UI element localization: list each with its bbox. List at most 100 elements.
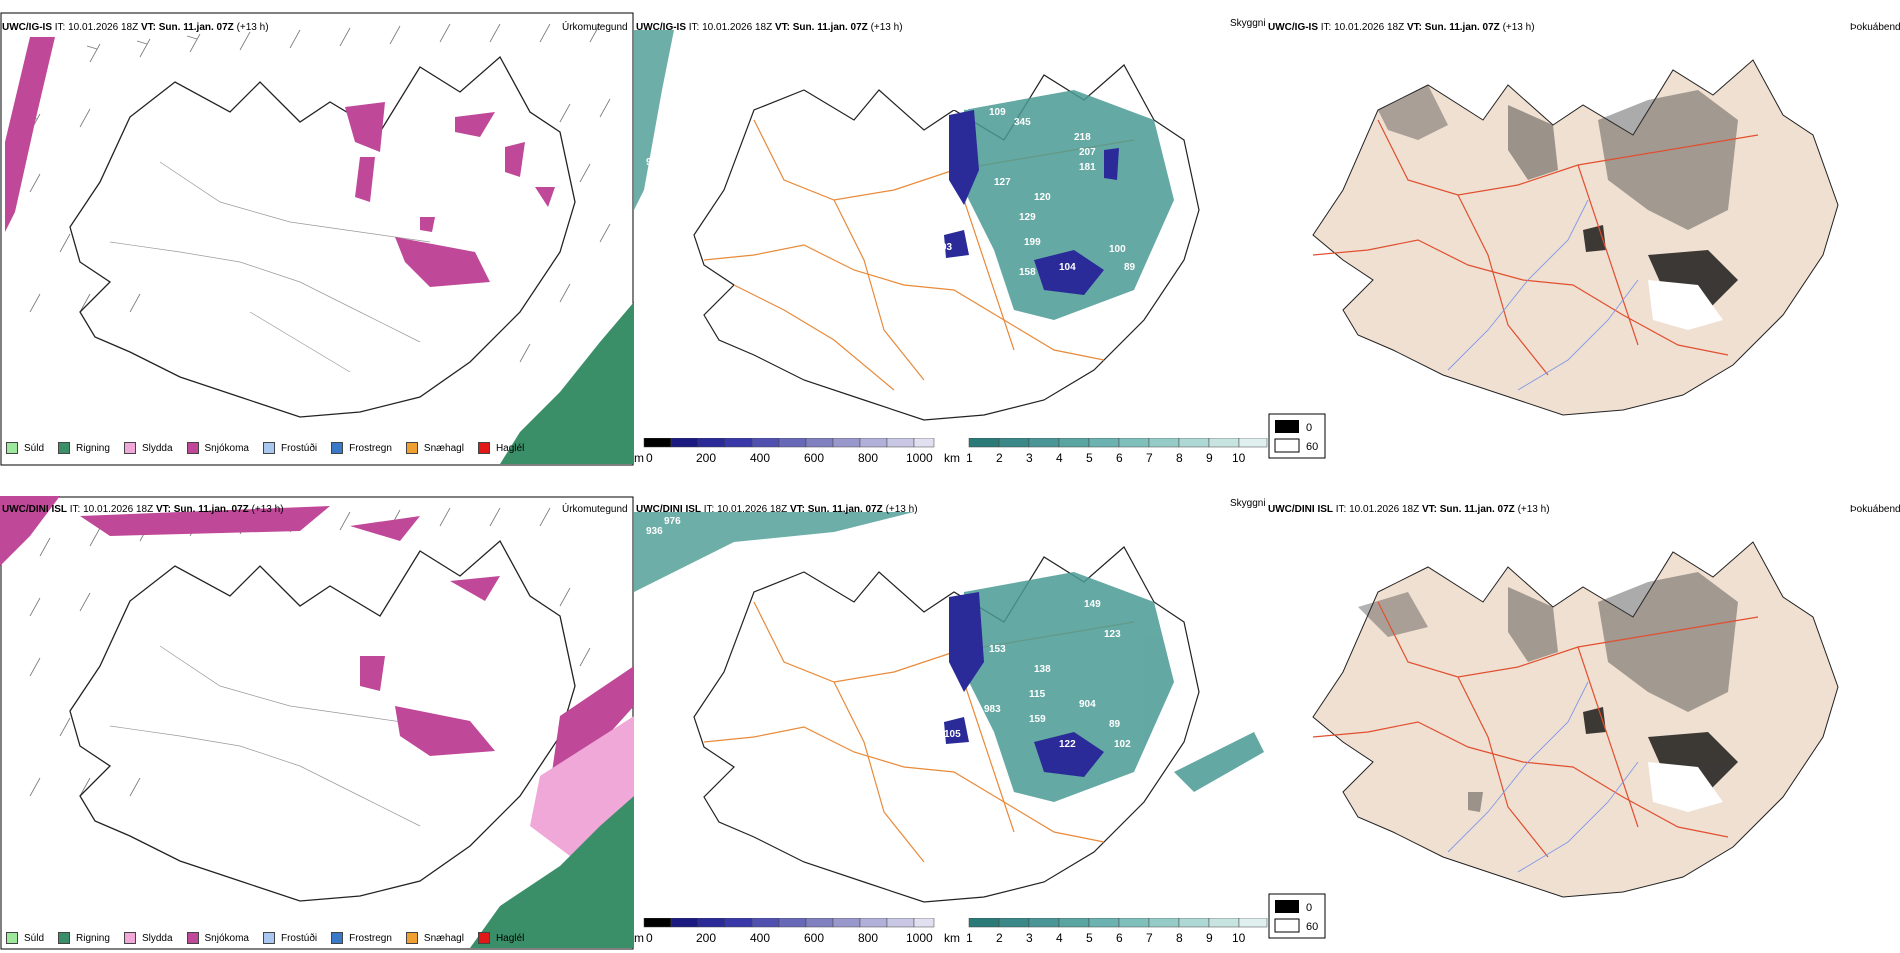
scale-tick: 10 xyxy=(1232,931,1246,945)
wind-barbs xyxy=(29,507,591,797)
it-label: IT: xyxy=(54,22,66,33)
vis-scale-m-bar: m 0 200 400 600 800 1000 xyxy=(634,917,935,945)
legend-swatch xyxy=(123,932,136,944)
scale-tick: 600 xyxy=(804,931,824,945)
scale-tick: 4 xyxy=(1056,931,1063,945)
snow-areas xyxy=(5,37,555,287)
vis-scale-m: m 0 200 400 600 800 1000 xyxy=(634,917,939,953)
vis-label: 159 xyxy=(1029,714,1046,725)
legend-label: Frostúði xyxy=(280,932,318,944)
precip-type-map xyxy=(0,496,634,950)
vis-scale-m: m 0 200 400 600 800 1000 xyxy=(634,437,939,473)
scale-tick: 9 xyxy=(1206,931,1213,945)
legend-item: Frostúði xyxy=(262,932,318,944)
vis-label: 100 xyxy=(1109,244,1126,255)
scale-unit: m xyxy=(634,451,644,465)
lead-time: (+13 h) xyxy=(885,504,918,515)
visibility-blue-areas xyxy=(944,110,1119,295)
fog-legend-box: 0 60 xyxy=(1268,893,1326,939)
legend-label: Slydda xyxy=(141,442,173,454)
panel-header: UWC/IG-IS IT: 10.01.2026 18Z VT: Sun. 11… xyxy=(636,22,903,33)
iceland-outline xyxy=(69,55,576,418)
lead-time: (+13 h) xyxy=(251,504,284,515)
iceland-outline xyxy=(69,539,576,902)
legend-label: Haglél xyxy=(495,932,525,944)
it-label: IT: xyxy=(688,22,700,33)
lead-time: (+13 h) xyxy=(1502,22,1535,33)
fog-map xyxy=(1312,59,1839,416)
model-name: UWC/DINI ISL xyxy=(636,504,701,515)
it-value: 10.01.2026 18Z xyxy=(702,22,773,33)
vt-label: VT: xyxy=(1406,22,1422,33)
legend-swatch xyxy=(477,932,490,944)
legend-item: Slydda xyxy=(123,932,173,944)
it-label: IT: xyxy=(69,504,81,515)
lead-time: (+13 h) xyxy=(870,22,903,33)
legend-item: Snæhagl xyxy=(405,442,464,454)
legend-label: Rigning xyxy=(76,932,110,944)
vis-label: 89 xyxy=(1124,262,1136,273)
vis-label: 144 xyxy=(952,102,969,113)
panel-title-visibility: Skyggni xyxy=(1230,18,1266,29)
scale-tick: 800 xyxy=(858,931,878,945)
scale-tick: 400 xyxy=(750,451,770,465)
fog-dark-areas xyxy=(1358,572,1738,812)
visibility-panel: 936 976 149 123 153 138 115 904 159 122 … xyxy=(634,512,1266,922)
it-value: 10.01.2026 18Z xyxy=(83,504,154,515)
panel-header: UWC/DINI ISL IT: 10.01.2026 18Z VT: Sun.… xyxy=(2,504,284,515)
legend-item: Súld xyxy=(6,932,44,944)
vis-scale-m-bar: m 0 200 400 600 800 1000 xyxy=(634,437,935,465)
legend-label: Frostregn xyxy=(349,442,392,454)
fog-legend-label: 60 xyxy=(1306,441,1318,453)
scale-tick: 200 xyxy=(696,931,716,945)
it-label: IT: xyxy=(1320,22,1332,33)
legend-swatch xyxy=(331,442,344,454)
rain-areas xyxy=(470,796,634,948)
scale-unit: m xyxy=(634,931,644,945)
vt-value: Sun. 11.jan. 07Z xyxy=(792,22,868,33)
legend-label: Snæhagl xyxy=(423,442,464,454)
model-name: UWC/DINI ISL xyxy=(1268,504,1333,515)
precip-legend: Súld Rigning Slydda Snjókoma Frostúði Fr… xyxy=(6,932,538,944)
legend-swatch xyxy=(477,442,490,454)
vis-scale-km-bar: km 1 2 3 4 5 6 7 8 9 10 xyxy=(944,437,1268,465)
it-value: 10.01.2026 18Z xyxy=(1334,22,1405,33)
scale-tick: 8 xyxy=(1176,931,1183,945)
fog-legend-label: 0 xyxy=(1306,422,1312,434)
scale-tick: 2 xyxy=(996,931,1003,945)
vis-label: 138 xyxy=(1034,664,1051,675)
road-network xyxy=(1312,119,1759,376)
legend-swatch xyxy=(331,932,344,944)
vis-label: 153 xyxy=(989,644,1006,655)
scale-tick: 2 xyxy=(996,451,1003,465)
scale-tick: 5 xyxy=(1086,931,1093,945)
scale-tick: 1000 xyxy=(906,931,933,945)
vis-label: 987 xyxy=(646,192,663,203)
it-value: 10.01.2026 18Z xyxy=(717,504,788,515)
scale-tick: 8 xyxy=(1176,451,1183,465)
legend-label: Frostregn xyxy=(349,932,392,944)
visibility-labels: 144 109 345 218 207 181 127 129 120 199 … xyxy=(646,102,1136,278)
scale-tick: 0 xyxy=(646,931,653,945)
precip-legend: Súld Rigning Slydda Snjókoma Frostúði Fr… xyxy=(6,442,538,454)
scale-tick: 3 xyxy=(1026,931,1033,945)
scale-tick: 1 xyxy=(966,451,973,465)
river-network xyxy=(1447,681,1639,873)
legend-item: Frostregn xyxy=(331,442,392,454)
scale-tick: 3 xyxy=(1026,451,1033,465)
legend-swatch xyxy=(405,932,418,944)
model-name: UWC/IG-IS xyxy=(2,22,52,33)
vt-label: VT: xyxy=(1421,504,1437,515)
visibility-teal-areas xyxy=(964,572,1264,802)
scale-tick: 6 xyxy=(1116,451,1123,465)
visibility-blue-areas xyxy=(944,592,1104,777)
vis-label: 89 xyxy=(1109,719,1121,730)
vt-value: Sun. 11.jan. 07Z xyxy=(158,22,234,33)
vis-label: 129 xyxy=(1019,212,1036,223)
vis-label: 345 xyxy=(1014,117,1031,128)
fog-legend-label: 60 xyxy=(1306,921,1318,933)
legend-swatch xyxy=(405,442,418,454)
legend-label: Frostúði xyxy=(280,442,318,454)
panel-header: UWC/IG-IS IT: 10.01.2026 18Z VT: Sun. 11… xyxy=(2,22,269,33)
fog-panel xyxy=(1268,512,1900,922)
